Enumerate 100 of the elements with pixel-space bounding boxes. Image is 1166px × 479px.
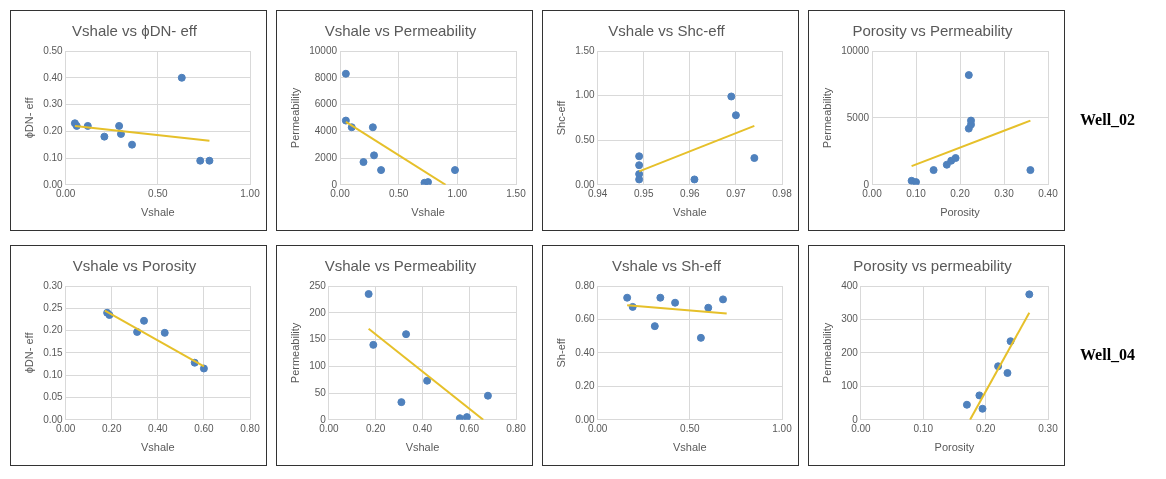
y-tick-label: 0.00 [43,178,64,190]
x-axis-title: Vshale [673,206,707,219]
y-axis-title: ϕDN- eff [22,331,35,374]
y-tick-label: 0.00 [575,178,596,190]
y-tick-label: 50 [314,386,327,398]
x-tick-label: 0.40 [412,422,433,434]
x-tick-label: 0.10 [906,187,927,199]
x-tick-label: 0.20 [365,422,386,434]
y-axis-title: ϕDN- eff [22,96,35,139]
x-tick-label: 0.50 [388,187,409,199]
x-tick-label: 0.00 [330,187,351,199]
x-tick-label: 0.60 [459,422,480,434]
x-tick-label: 0.00 [55,422,76,434]
y-tick-label: 0.00 [43,413,64,425]
y-tick-label: 0.30 [43,98,64,110]
x-tick-label: 0.40 [1038,187,1059,199]
y-tick-label: 0.20 [43,125,64,137]
y-axis-title: Sh-eff [554,337,567,368]
x-axis-title: Porosity [934,441,975,454]
y-tick-label: 1.00 [575,89,596,101]
x-tick-label: 0.96 [680,187,700,199]
x-tick-label: 0.80 [240,422,261,434]
y-tick-label: 250 [309,279,327,291]
x-tick-label: 0.50 [148,187,168,199]
y-tick-label: 0.60 [575,313,596,325]
x-tick-label: 1.00 [447,187,468,199]
x-tick-label: 0.20 [102,422,122,434]
y-tick-label: 0.20 [43,324,64,336]
x-tick-label: 1.00 [772,422,793,434]
x-tick-label: 0.97 [726,187,747,199]
y-tick-label: 0.20 [575,380,596,392]
y-axis-title: Permeability [288,87,301,149]
x-tick-label: 0.20 [975,422,996,434]
x-axis-title: Vshale [411,206,445,219]
x-axis-title: Vshale [141,441,175,454]
y-axis-title: Permeability [820,87,833,149]
y-tick-label: 0.50 [575,133,596,145]
x-tick-label: 0.98 [772,187,793,199]
y-tick-label: 2000 [314,151,338,163]
x-tick-label: 0.00 [55,187,76,199]
x-tick-label: 0.94 [587,187,608,199]
chart-title: Vshale vs Permeability [324,22,477,40]
y-axis-title: Shc-eff [554,99,567,136]
y-tick-label: 0.40 [43,71,64,83]
chart-title: Vshale vs Sh-eff [612,257,722,275]
x-tick-label: 0.50 [680,422,700,434]
y-tick-label: 0.05 [43,391,64,403]
y-tick-label: 0.40 [575,346,596,358]
x-tick-label: 0.95 [634,187,654,199]
x-axis-title: Porosity [940,206,981,219]
chart-title: Vshale vs Porosity [72,257,197,275]
y-tick-label: 100 [841,380,859,392]
x-axis-title: Vshale [673,441,707,454]
y-tick-label: 0.30 [43,279,64,291]
x-tick-label: 1.50 [506,187,527,199]
y-tick-label: 8000 [314,71,338,83]
y-tick-label: 200 [841,346,859,358]
x-axis-title: Vshale [405,441,440,454]
x-tick-label: 0.30 [994,187,1015,199]
y-tick-label: 100 [309,360,327,372]
x-tick-label: 0.10 [913,422,934,434]
y-tick-label: 4000 [314,125,338,137]
x-tick-label: 0.80 [506,422,527,434]
chart-title: Vshale vs Shc-eff [608,22,726,40]
x-tick-label: 0.60 [194,422,215,434]
y-axis-title: Permeability [820,322,833,384]
y-tick-label: 150 [309,333,327,345]
y-tick-label: 0.80 [575,279,596,291]
x-tick-label: 0.00 [862,187,883,199]
y-tick-label: 400 [841,279,859,291]
y-tick-label: 0 [320,413,327,425]
y-tick-label: 0 [852,413,859,425]
y-tick-label: 300 [841,313,859,325]
text: Well_04 [1080,346,1136,364]
text: Well_02 [1080,111,1136,129]
chart-title: Porosity vs permeability [853,257,1013,275]
x-tick-label: 0.40 [148,422,168,434]
y-tick-label: 10000 [309,44,338,56]
y-tick-label: 0.25 [43,302,64,314]
x-tick-label: 1.00 [240,187,261,199]
y-tick-label: 0 [331,178,338,190]
x-tick-label: 0.20 [950,187,971,199]
x-tick-label: 0.00 [587,422,608,434]
y-tick-label: 200 [309,306,327,318]
y-tick-label: 1.50 [575,44,596,56]
chart-title: Vshale vs ϕDN- eff [72,22,198,40]
x-tick-label: 0.30 [1038,422,1059,434]
y-axis-title: Permeability [288,322,301,384]
chart-title: Vshale vs Permeability [324,257,477,275]
y-tick-label: 5000 [846,111,870,123]
y-tick-label: 10000 [841,44,870,56]
y-tick-label: 0.10 [43,151,64,163]
y-tick-label: 0.50 [43,44,64,56]
y-tick-label: 0.15 [43,346,64,358]
y-tick-label: 0 [863,178,870,190]
x-axis-title: Vshale [141,206,175,219]
y-tick-label: 6000 [314,98,338,110]
y-tick-label: 0.00 [575,413,596,425]
y-tick-label: 0.10 [43,368,64,380]
chart-title: Porosity vs Permeability [852,22,1014,40]
